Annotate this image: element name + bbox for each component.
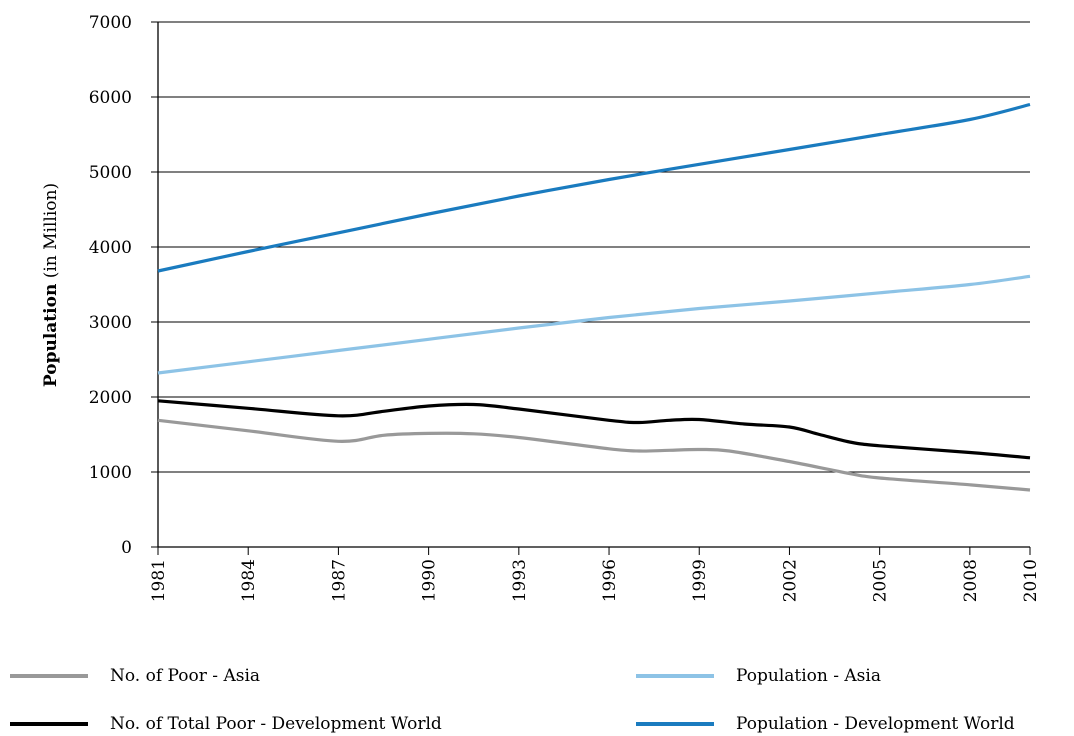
- x-tick-label-1993: 1993: [510, 559, 530, 602]
- series-line-no-of-total-poor-development-world: [157, 399, 1031, 460]
- axes: [157, 22, 1030, 548]
- y-tick-label-1000: 1000: [89, 463, 132, 483]
- x-tick-label-1999: 1999: [690, 559, 710, 602]
- x-axis-ticks: 1981 1984 1987 1990 1993 1996 1999 2002 2005 2008…: [149, 547, 1041, 602]
- x-tick-label-2005: 2005: [871, 559, 891, 602]
- y-tick-label-4000: 4000: [89, 238, 132, 258]
- gridlines: [158, 21, 1030, 473]
- x-tick-label-2010: 2010: [1021, 559, 1041, 602]
- x-tick-label-2002: 2002: [780, 559, 800, 602]
- x-tick-label-1996: 1996: [600, 559, 620, 602]
- series-line-population-asia: [157, 274, 1031, 375]
- x-tick-label-2008: 2008: [961, 559, 981, 602]
- y-tick-label-2000: 2000: [89, 388, 132, 408]
- y-tick-label-3000: 3000: [89, 313, 132, 333]
- y-tick-label-5000: 5000: [89, 163, 132, 183]
- series-line-population-development-world: [157, 102, 1031, 273]
- y-tick-label-7000: 7000: [89, 13, 132, 33]
- data-series: [157, 102, 1031, 492]
- y-tick-label-6000: 6000: [89, 88, 132, 108]
- y-axis-title: Population (in Million): [41, 183, 61, 387]
- y-axis-title-unit: (in Million): [41, 183, 61, 284]
- x-tick-label-1981: 1981: [149, 559, 169, 602]
- x-tick-label-1987: 1987: [329, 559, 349, 602]
- y-tick-label-0: 0: [121, 538, 132, 558]
- y-axis-title-bold: Population: [41, 284, 61, 387]
- x-tick-label-1984: 1984: [239, 559, 259, 602]
- series-line-no-of-poor-asia: [157, 418, 1031, 492]
- y-axis-ticks: 0 1000 2000 3000 4000 5000 6000 7000: [89, 13, 158, 558]
- x-tick-label-1990: 1990: [420, 559, 440, 602]
